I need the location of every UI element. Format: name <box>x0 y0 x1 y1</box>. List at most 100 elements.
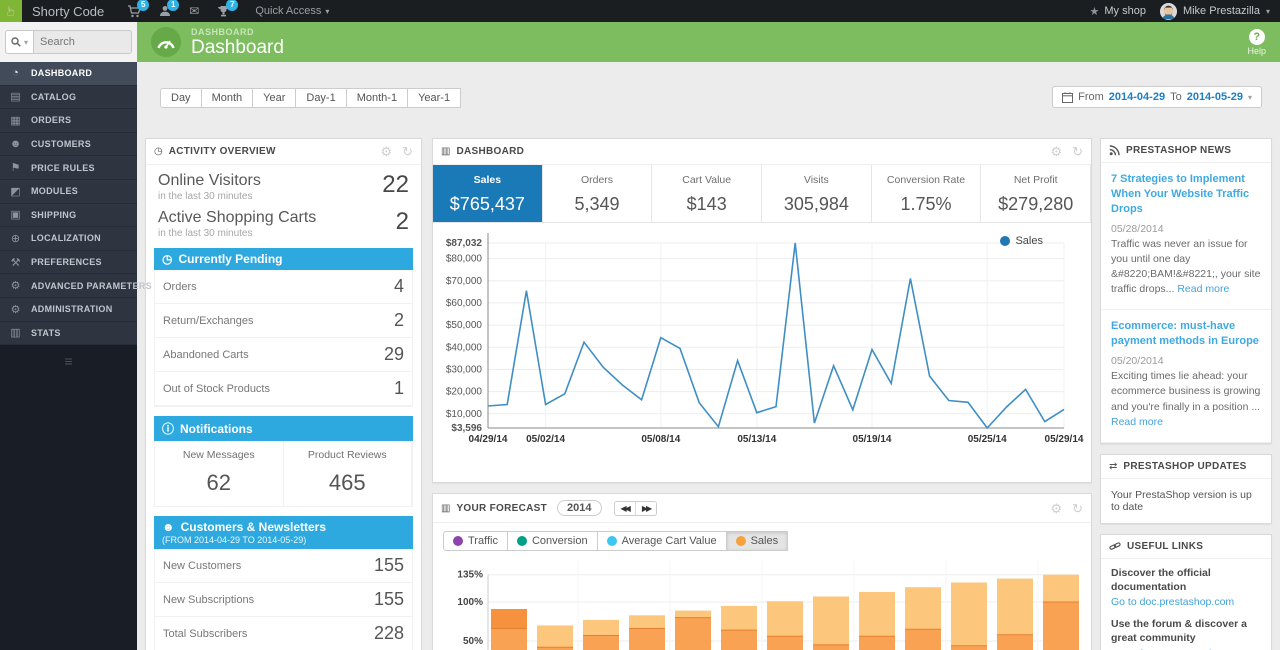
useful-link-url[interactable]: Go to forums.prestashop.com <box>1111 648 1261 650</box>
kpi-cell[interactable]: Sales $765,437 <box>433 165 543 222</box>
previous-year-button[interactable]: ◀◀ <box>614 501 636 515</box>
table-row[interactable]: New Customers 155 <box>155 549 412 583</box>
mail-icon[interactable]: ✉ <box>189 4 200 18</box>
svg-text:$20,000: $20,000 <box>446 387 483 398</box>
gear-icon[interactable]: ⚙ <box>380 144 393 159</box>
page-header: ▾ DASHBOARD Dashboard ? Help <box>0 22 1280 62</box>
table-row[interactable]: Out of Stock Products 1 <box>155 372 412 406</box>
range-tab[interactable]: Year <box>253 88 297 108</box>
sidebar-item-label: CATALOG <box>31 91 77 102</box>
sidebar-item-label: MODULES <box>31 186 79 197</box>
sidebar-item-icon: ⚑ <box>10 162 21 175</box>
sidebar-item[interactable]: ▣ SHIPPING <box>0 204 137 228</box>
clock-icon: ◷ <box>162 252 173 266</box>
svg-text:135%: 135% <box>457 570 483 581</box>
refresh-icon[interactable]: ↻ <box>1072 144 1083 159</box>
employees-icon[interactable]: 1 <box>159 0 180 17</box>
useful-link-url[interactable]: Go to doc.prestashop.com <box>1111 596 1235 609</box>
help-button[interactable]: ? Help <box>1247 28 1266 56</box>
svg-text:$80,000: $80,000 <box>446 254 483 265</box>
sidebar-item[interactable]: ▦ ORDERS <box>0 109 137 133</box>
kpi-cell[interactable]: Conversion Rate 1.75% <box>872 165 982 222</box>
gear-icon[interactable]: ⚙ <box>1050 144 1063 159</box>
dashboard-gauge-icon <box>151 27 181 57</box>
date-to: 2014-05-29 <box>1186 91 1243 103</box>
useful-links-panel: USEFUL LINKS Discover the official docum… <box>1100 533 1272 650</box>
range-tab[interactable]: Month <box>201 88 254 108</box>
main-content: Day Month Year Day-1 Month-1 Year-1 From 2014… <box>137 62 1280 650</box>
sidebar-item-icon: ◩ <box>10 185 21 198</box>
quick-access-menu[interactable]: Quick Access ▾ <box>255 5 330 17</box>
kpi-cell[interactable]: Visits 305,984 <box>762 165 872 222</box>
middle-column: ▥ DASHBOARD ⚙ ↻ Sales $765,437 Orders 5,… <box>432 138 1092 650</box>
sidebar-item[interactable]: ⚒ PREFERENCES <box>0 251 137 275</box>
kpi-cell[interactable]: Cart Value $143 <box>652 165 763 222</box>
table-row[interactable]: New Subscriptions 155 <box>155 583 412 617</box>
user-menu[interactable]: Mike Prestazilla ▾ <box>1159 2 1270 20</box>
table-row[interactable]: Total Subscribers 228 <box>155 617 412 650</box>
pending-rows: Orders 4 Return/Exchanges 2 Abandoned Ca… <box>154 270 413 407</box>
sales-legend[interactable]: Sales <box>1000 235 1043 247</box>
range-tab[interactable]: Day-1 <box>296 88 347 108</box>
notification-col[interactable]: New Messages 62 <box>155 441 284 506</box>
news-article: Ecommerce: must-have payment methods in … <box>1101 310 1271 443</box>
table-row[interactable]: Return/Exchanges 2 <box>155 304 412 338</box>
news-article-title[interactable]: 7 Strategies to Implement When Your Webs… <box>1111 173 1250 215</box>
search-icon <box>11 37 21 47</box>
caret-down-icon: ▾ <box>1247 92 1252 102</box>
legend-toggle-button[interactable]: Traffic <box>443 531 508 551</box>
table-row[interactable]: Orders 4 <box>155 270 412 304</box>
sidebar-item[interactable]: ◔ DASHBOARD <box>0 62 137 86</box>
my-shop-link[interactable]: ★ My shop <box>1089 5 1146 18</box>
range-tab[interactable]: Day <box>160 88 202 108</box>
sidebar-item[interactable]: ▥ STATS <box>0 322 137 346</box>
search-input[interactable] <box>33 30 132 54</box>
sidebar-item[interactable]: ⚙ ADVANCED PARAMETERS <box>0 274 152 298</box>
search-scope-button[interactable]: ▾ <box>5 30 34 54</box>
kpi-cell[interactable]: Orders 5,349 <box>543 165 653 222</box>
svg-text:50%: 50% <box>463 636 483 647</box>
date-from: 2014-04-29 <box>1108 91 1166 103</box>
trophy-icon[interactable]: 7 <box>217 0 239 17</box>
read-more-link[interactable]: Read more <box>1111 415 1163 428</box>
news-article-date: 05/28/2014 <box>1111 222 1164 235</box>
next-year-button[interactable]: ▶▶ <box>635 501 657 515</box>
legend-toggle-button[interactable]: Sales <box>726 531 789 551</box>
range-tab[interactable]: Month-1 <box>346 88 409 108</box>
user-icon: ☻ <box>162 520 175 534</box>
read-more-link[interactable]: Read more <box>1177 283 1230 296</box>
green-header: DASHBOARD Dashboard ? Help <box>137 22 1280 62</box>
sidebar-item[interactable]: ☻ CUSTOMERS <box>0 133 137 157</box>
sidebar-item-icon: ▣ <box>10 209 21 222</box>
svg-text:05/25/14: 05/25/14 <box>968 434 1007 445</box>
app-logo[interactable]: ☞ <box>0 0 22 22</box>
refresh-icon[interactable]: ↻ <box>1072 500 1083 516</box>
cart-icon[interactable]: 5 <box>127 0 150 18</box>
legend-dot <box>1000 236 1011 246</box>
sidebar-item[interactable]: ⚑ PRICE RULES <box>0 156 137 180</box>
caret-down-icon: ▾ <box>1265 6 1270 16</box>
forecast-bar-chart: 135% 100% 50% <box>433 551 1091 650</box>
gear-icon[interactable]: ⚙ <box>1050 500 1063 516</box>
table-row[interactable]: Abandoned Carts 29 <box>155 338 412 372</box>
sidebar-collapse-icon[interactable]: ≡ <box>64 353 73 370</box>
news-article-body: Exciting times lie ahead: your ecommerce… <box>1111 370 1261 428</box>
kpi-cell[interactable]: Net Profit $279,280 <box>981 165 1091 222</box>
refresh-icon[interactable]: ↻ <box>402 144 413 159</box>
svg-text:04/29/14: 04/29/14 <box>469 434 508 445</box>
legend-toggle-button[interactable]: Conversion <box>507 531 598 551</box>
sidebar-item[interactable]: ◩ MODULES <box>0 180 137 204</box>
range-tab[interactable]: Year-1 <box>408 88 462 108</box>
date-range-picker[interactable]: From 2014-04-29 To 2014-05-29 ▾ <box>1052 86 1262 108</box>
legend-toggle-button[interactable]: Average Cart Value <box>597 531 727 551</box>
news-article-title[interactable]: Ecommerce: must-have payment methods in … <box>1111 320 1259 348</box>
stat-label: Active Shopping Carts <box>158 209 317 226</box>
legend-dot <box>606 536 617 546</box>
sidebar-item[interactable]: ▤ CATALOG <box>0 86 137 110</box>
svg-text:$87,032: $87,032 <box>446 238 483 249</box>
sidebar-item[interactable]: ⚙ ADMINISTRATION <box>0 298 137 322</box>
stat-label: Online Visitors <box>158 172 261 189</box>
sidebar-item[interactable]: ⊕ LOCALIZATION <box>0 227 137 251</box>
notification-col[interactable]: Product Reviews 465 <box>284 441 412 506</box>
